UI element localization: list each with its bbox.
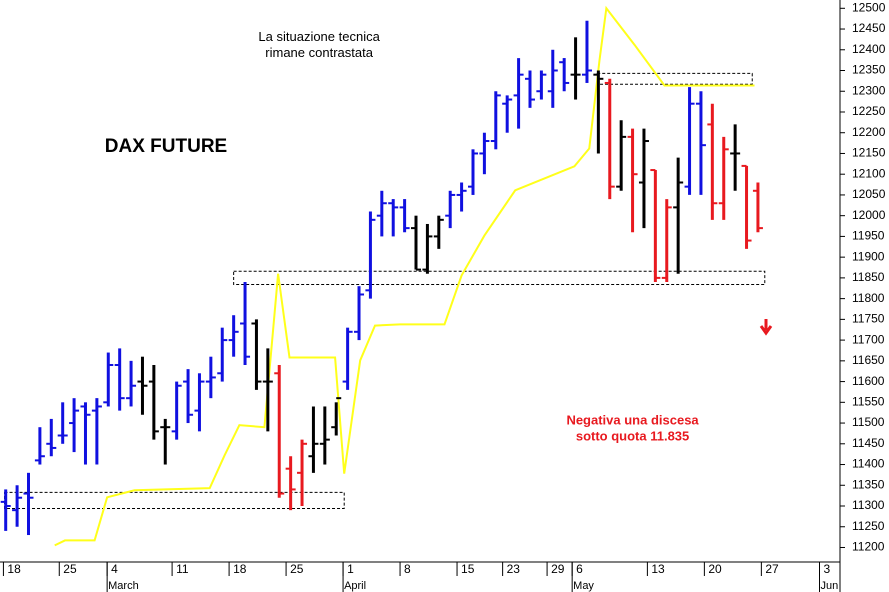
y-tick-label: 11550 [852, 394, 885, 408]
y-tick-label: 12400 [852, 42, 886, 56]
y-tick-label: 12300 [852, 83, 886, 97]
x-tick-label: 18 [7, 562, 21, 576]
y-tick-label: 11950 [852, 229, 885, 243]
x-tick-label: 27 [765, 562, 779, 576]
x-tick-label: 29 [551, 562, 565, 576]
x-tick-label: 20 [708, 562, 722, 576]
y-tick-label: 12150 [852, 146, 886, 160]
chart-title: DAX FUTURE [105, 136, 227, 157]
month-label: March [108, 580, 139, 592]
y-tick-label: 12000 [852, 208, 886, 222]
x-tick-label: 11 [176, 562, 189, 576]
month-label: April [344, 580, 366, 592]
x-tick-label: 3 [823, 562, 830, 576]
support-zone [233, 270, 766, 286]
x-tick-label: 15 [461, 562, 475, 576]
x-tick-label: 4 [111, 562, 118, 576]
y-tick-label: 11600 [852, 374, 885, 388]
month-label: May [573, 580, 594, 592]
x-tick-label: 1 [347, 562, 354, 576]
indicator-line [54, 5, 755, 547]
y-tick-label: 12450 [852, 21, 886, 35]
y-tick-label: 11700 [852, 332, 885, 346]
annotation: rimane contrastata [265, 45, 373, 60]
y-tick-label: 11800 [852, 291, 885, 305]
support-zone [596, 72, 753, 85]
y-tick-label: 12100 [852, 166, 886, 180]
y-tick-label: 11200 [852, 540, 885, 554]
y-tick-label: 12500 [852, 0, 886, 14]
down-arrow [759, 319, 773, 336]
x-tick-label: 6 [576, 562, 583, 576]
x-tick-label: 13 [651, 562, 665, 576]
x-tick-label: 25 [290, 562, 304, 576]
y-tick-label: 11850 [852, 270, 885, 284]
annotation: Negativa una discesa [566, 412, 699, 427]
month-label: Jun [820, 580, 838, 592]
x-tick-label: 25 [63, 562, 77, 576]
annotation: La situazione tecnica [258, 29, 380, 44]
y-tick-label: 11450 [852, 436, 885, 450]
annotation: sotto quota 11.835 [576, 428, 689, 443]
x-tick-label: 8 [404, 562, 411, 576]
y-tick-label: 11400 [852, 457, 885, 471]
y-tick-label: 12350 [852, 63, 886, 77]
x-tick-label: 18 [233, 562, 247, 576]
y-tick-label: 12200 [852, 125, 886, 139]
y-tick-label: 11750 [852, 312, 885, 326]
y-tick-label: 11500 [852, 415, 885, 429]
support-zone [4, 491, 345, 509]
y-tick-label: 12050 [852, 187, 886, 201]
y-tick-label: 11650 [852, 353, 885, 367]
y-tick-label: 11350 [852, 477, 885, 491]
y-tick-label: 12250 [852, 104, 886, 118]
y-tick-label: 11900 [852, 249, 885, 263]
x-tick-label: 23 [507, 562, 521, 576]
y-tick-label: 11300 [852, 498, 885, 512]
y-tick-label: 11250 [852, 519, 885, 533]
